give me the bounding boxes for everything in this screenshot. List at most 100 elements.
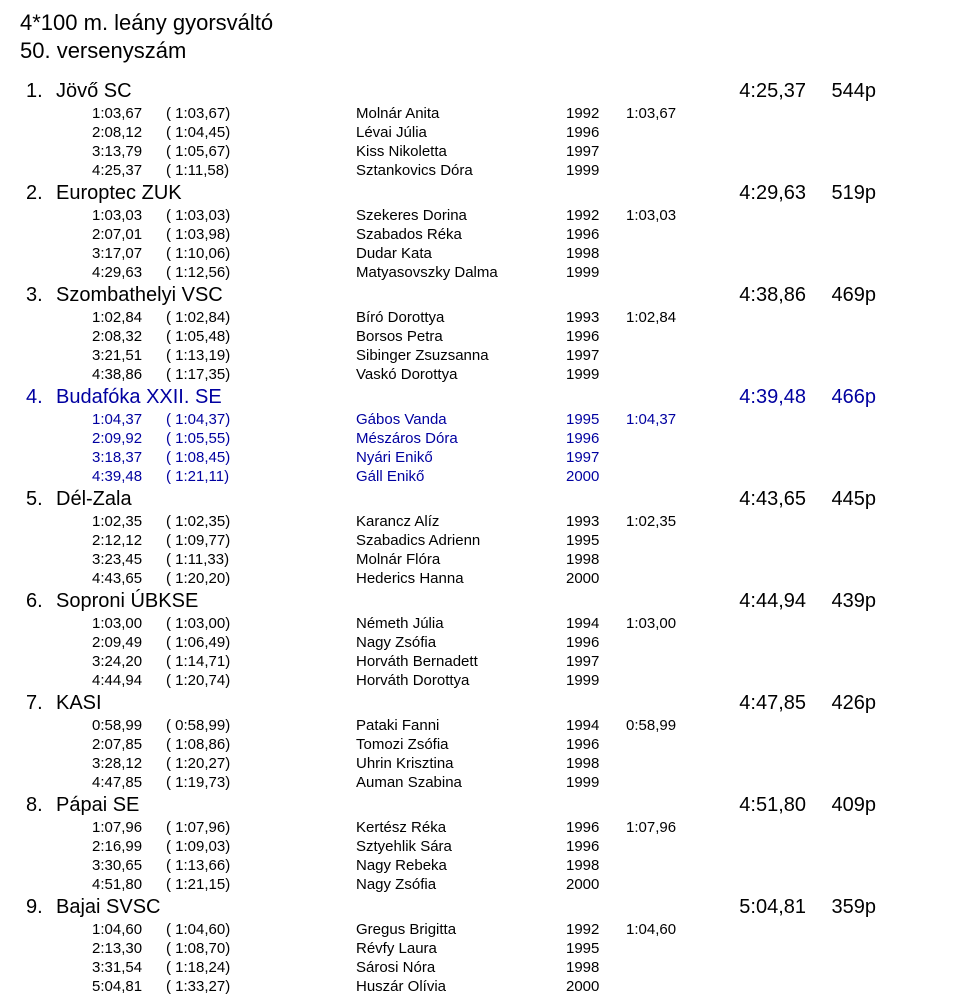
split-time: ( 1:19,73) xyxy=(166,773,256,792)
team-place: 9. xyxy=(20,894,56,920)
leg-time xyxy=(626,773,706,792)
split-time: ( 1:03,00) xyxy=(166,614,256,633)
swimmer-name: Kiss Nikoletta xyxy=(356,142,566,161)
swimmer-year: 1999 xyxy=(566,263,626,282)
leg-time xyxy=(626,977,706,996)
split-time: ( 1:03,67) xyxy=(166,104,256,123)
swimmer-year: 1997 xyxy=(566,652,626,671)
spacer xyxy=(256,716,356,735)
cumulative-time: 2:08,32 xyxy=(56,327,166,346)
cumulative-time: 1:03,03 xyxy=(56,206,166,225)
team-final-time: 4:44,94 xyxy=(616,588,806,614)
split-time: ( 1:05,48) xyxy=(166,327,256,346)
spacer xyxy=(256,735,356,754)
leg-time xyxy=(626,531,706,550)
swimmer-name: Dudar Kata xyxy=(356,244,566,263)
swimmer-year: 1999 xyxy=(566,671,626,690)
team-block: 5.Dél-Zala4:43,65445p1:02,35( 1:02,35)Ka… xyxy=(20,486,940,588)
swimmer-year: 1996 xyxy=(566,633,626,652)
swimmer-name: Horváth Dorottya xyxy=(356,671,566,690)
spacer xyxy=(256,225,356,244)
swimmer-row: 1:04,37( 1:04,37)Gábos Vanda19951:04,37 xyxy=(20,410,940,429)
swimmer-row: 3:17,07( 1:10,06)Dudar Kata1998 xyxy=(20,244,940,263)
swimmer-year: 1992 xyxy=(566,920,626,939)
swimmer-name: Vaskó Dorottya xyxy=(356,365,566,384)
spacer xyxy=(256,652,356,671)
split-time: ( 1:20,20) xyxy=(166,569,256,588)
spacer xyxy=(256,856,356,875)
team-name: KASI xyxy=(56,690,616,716)
swimmer-row: 3:21,51( 1:13,19)Sibinger Zsuzsanna1997 xyxy=(20,346,940,365)
cumulative-time: 3:13,79 xyxy=(56,142,166,161)
cumulative-time: 1:04,60 xyxy=(56,920,166,939)
team-header: 9.Bajai SVSC5:04,81359p xyxy=(20,894,940,920)
team-name: Jövő SC xyxy=(56,78,616,104)
team-place: 7. xyxy=(20,690,56,716)
leg-time: 1:02,84 xyxy=(626,308,706,327)
spacer xyxy=(256,429,356,448)
cumulative-time: 1:02,35 xyxy=(56,512,166,531)
cumulative-time: 1:03,67 xyxy=(56,104,166,123)
team-final-time: 4:43,65 xyxy=(616,486,806,512)
spacer xyxy=(256,754,356,773)
leg-time xyxy=(626,263,706,282)
swimmer-year: 1996 xyxy=(566,837,626,856)
swimmer-name: Mészáros Dóra xyxy=(356,429,566,448)
team-name: Szombathelyi VSC xyxy=(56,282,616,308)
team-block: 1.Jövő SC4:25,37544p1:03,67( 1:03,67)Mol… xyxy=(20,78,940,180)
team-points: 426p xyxy=(806,690,876,716)
swimmer-year: 1999 xyxy=(566,365,626,384)
swimmer-row: 2:12,12( 1:09,77)Szabadics Adrienn1995 xyxy=(20,531,940,550)
team-name: Europtec ZUK xyxy=(56,180,616,206)
leg-time xyxy=(626,244,706,263)
leg-time xyxy=(626,875,706,894)
swimmer-year: 1998 xyxy=(566,550,626,569)
team-final-time: 4:47,85 xyxy=(616,690,806,716)
cumulative-time: 2:09,49 xyxy=(56,633,166,652)
cumulative-time: 3:24,20 xyxy=(56,652,166,671)
cumulative-time: 1:04,37 xyxy=(56,410,166,429)
team-block: 4.Budafóka XXII. SE4:39,48466p1:04,37( 1… xyxy=(20,384,940,486)
swimmer-row: 1:07,96( 1:07,96)Kertész Réka19961:07,96 xyxy=(20,818,940,837)
leg-time xyxy=(626,671,706,690)
swimmer-name: Gáll Enikő xyxy=(356,467,566,486)
split-time: ( 1:14,71) xyxy=(166,652,256,671)
team-name: Budafóka XXII. SE xyxy=(56,384,616,410)
spacer xyxy=(256,263,356,282)
swimmer-name: Sibinger Zsuzsanna xyxy=(356,346,566,365)
split-time: ( 1:08,86) xyxy=(166,735,256,754)
team-points: 544p xyxy=(806,78,876,104)
swimmer-name: Nagy Zsófia xyxy=(356,875,566,894)
swimmer-row: 4:51,80( 1:21,15)Nagy Zsófia2000 xyxy=(20,875,940,894)
swimmer-year: 1995 xyxy=(566,410,626,429)
split-time: ( 1:20,27) xyxy=(166,754,256,773)
team-place: 5. xyxy=(20,486,56,512)
swimmer-name: Sárosi Nóra xyxy=(356,958,566,977)
swimmer-name: Szekeres Dorina xyxy=(356,206,566,225)
swimmer-year: 1995 xyxy=(566,531,626,550)
leg-time xyxy=(626,327,706,346)
spacer xyxy=(256,327,356,346)
leg-time: 1:03,67 xyxy=(626,104,706,123)
team-block: 2.Europtec ZUK4:29,63519p1:03,03( 1:03,0… xyxy=(20,180,940,282)
spacer xyxy=(256,977,356,996)
spacer xyxy=(256,773,356,792)
swimmer-row: 3:30,65( 1:13,66)Nagy Rebeka1998 xyxy=(20,856,940,875)
spacer xyxy=(256,161,356,180)
cumulative-time: 4:29,63 xyxy=(56,263,166,282)
swimmer-row: 1:03,67( 1:03,67)Molnár Anita19921:03,67 xyxy=(20,104,940,123)
swimmer-name: Karancz Alíz xyxy=(356,512,566,531)
swimmer-name: Uhrin Krisztina xyxy=(356,754,566,773)
cumulative-time: 2:07,85 xyxy=(56,735,166,754)
swimmer-year: 1998 xyxy=(566,244,626,263)
split-time: ( 1:21,15) xyxy=(166,875,256,894)
split-time: ( 1:20,74) xyxy=(166,671,256,690)
team-points: 439p xyxy=(806,588,876,614)
leg-time: 0:58,99 xyxy=(626,716,706,735)
split-time: ( 1:05,55) xyxy=(166,429,256,448)
team-header: 2.Europtec ZUK4:29,63519p xyxy=(20,180,940,206)
swimmer-year: 1992 xyxy=(566,104,626,123)
spacer xyxy=(256,346,356,365)
split-time: ( 1:12,56) xyxy=(166,263,256,282)
split-time: ( 1:17,35) xyxy=(166,365,256,384)
